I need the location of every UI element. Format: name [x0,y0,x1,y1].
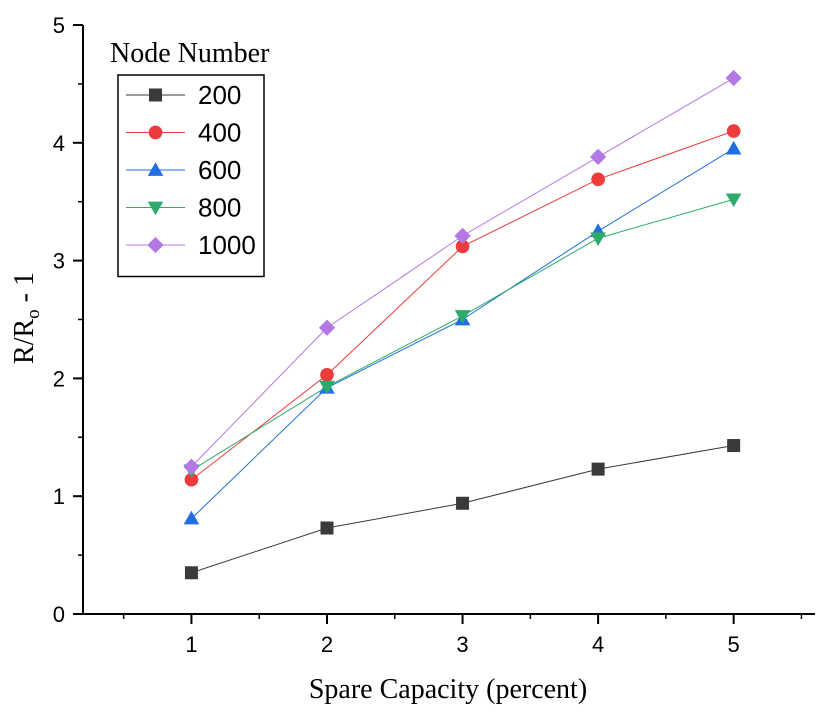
data-point-400 [320,368,334,382]
legend-marker [149,88,162,102]
data-point-400 [591,172,605,187]
legend-title: Node Number [110,38,270,69]
y-axis-title: R/Ro - 1 [9,272,44,364]
data-point-1000 [183,458,200,475]
x-tick-label: 1 [185,632,197,657]
data-point-1000 [589,148,607,166]
legend-marker [147,201,164,216]
data-point-200 [727,439,741,453]
y-tick-label: 4 [53,131,65,156]
legend-label: 200 [198,80,241,110]
data-point-1000 [318,319,336,336]
legend-marker [147,236,164,254]
y-axis-title-subscript: o [23,309,44,319]
y-tick-label: 5 [53,13,65,38]
series-200 [184,439,741,580]
series-line-400 [191,130,734,481]
data-point-400 [726,124,741,138]
legend-entry-1000: 1000 [126,230,256,260]
series-400 [184,124,741,487]
series-1000 [183,69,742,475]
legend-label: 400 [198,118,241,148]
data-point-800 [319,380,335,395]
legend-entry-800: 800 [126,193,241,223]
legend-entry-400: 400 [126,118,241,148]
legend: 200 400 600 800 1000 [117,74,265,278]
y-tick-label: 2 [53,366,65,391]
legend-label: 800 [198,193,241,223]
y-tick-label: 3 [53,249,65,274]
y-tick-label: 0 [53,602,65,627]
data-point-400 [455,239,470,254]
data-point-200 [320,521,334,535]
data-point-400 [184,472,199,487]
legend-entry-200: 200 [126,80,241,110]
data-point-800 [454,310,471,324]
y-tick-label: 1 [53,484,65,509]
legend-marker [148,125,163,140]
series-600 [183,140,742,525]
series-line-600 [191,148,734,519]
legend-box [117,74,265,278]
legend-label: 600 [198,155,241,185]
series-line-1000 [191,77,734,468]
data-point-600 [725,140,742,155]
data-point-800 [725,193,742,208]
data-point-200 [591,462,605,476]
legend-label: 1000 [198,230,256,260]
data-point-200 [456,496,470,510]
x-tick-label: 4 [592,632,604,657]
y-axis: 0 1 2 3 4 5 [53,13,83,627]
x-tick-label: 2 [321,632,333,657]
x-axis: 1 2 3 4 5 [122,614,803,657]
series-layer [183,69,742,580]
legend-marker [147,162,164,176]
data-point-1000 [454,227,471,244]
data-point-200 [184,566,198,580]
x-tick-label: 3 [456,632,468,657]
data-point-1000 [725,69,742,87]
data-point-600 [183,510,200,525]
y-axis-title-main: R/R [9,319,40,364]
legend-entry-600: 600 [126,155,241,185]
y-axis-title-tail: - 1 [9,272,40,309]
data-point-800 [590,232,606,247]
x-tick-label: 5 [728,632,740,657]
x-axis-title: Spare Capacity (percent) [309,674,587,705]
